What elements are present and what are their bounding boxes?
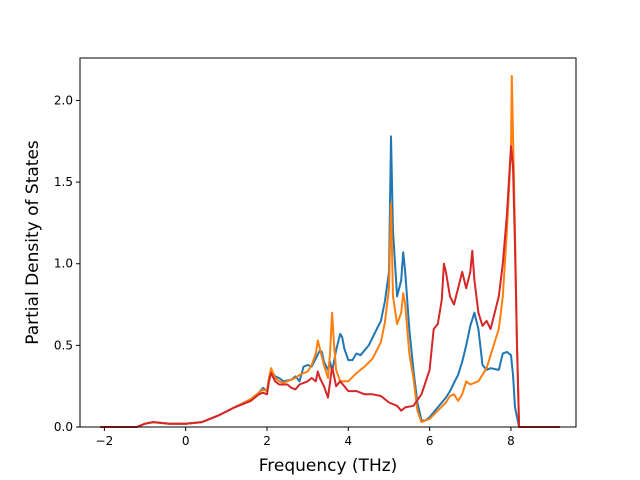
y-tick-label: 1.5	[54, 175, 73, 189]
x-tick-label: 0	[182, 434, 190, 448]
y-tick-label: 1.0	[54, 257, 73, 271]
x-tick-label: 8	[507, 434, 515, 448]
x-axis-label: Frequency (THz)	[259, 456, 398, 476]
x-tick-label: 2	[263, 434, 271, 448]
y-tick-label: 0.0	[54, 420, 73, 434]
series-lines	[100, 75, 560, 428]
plot-frame	[79, 57, 577, 428]
y-axis-ticks: 0.0 0.5 1.0 1.5 2.0	[54, 93, 80, 434]
x-tick-label: 4	[345, 434, 353, 448]
y-axis-label: Partial Density of States	[23, 140, 43, 345]
series-line-2	[100, 75, 560, 428]
x-tick-label: −2	[96, 434, 114, 448]
y-tick-label: 0.5	[54, 338, 73, 352]
x-axis-ticks: −2 0 2 4 6 8	[96, 427, 515, 448]
series-line-3	[100, 145, 560, 428]
y-tick-label: 2.0	[54, 93, 73, 107]
x-tick-label: 6	[426, 434, 434, 448]
